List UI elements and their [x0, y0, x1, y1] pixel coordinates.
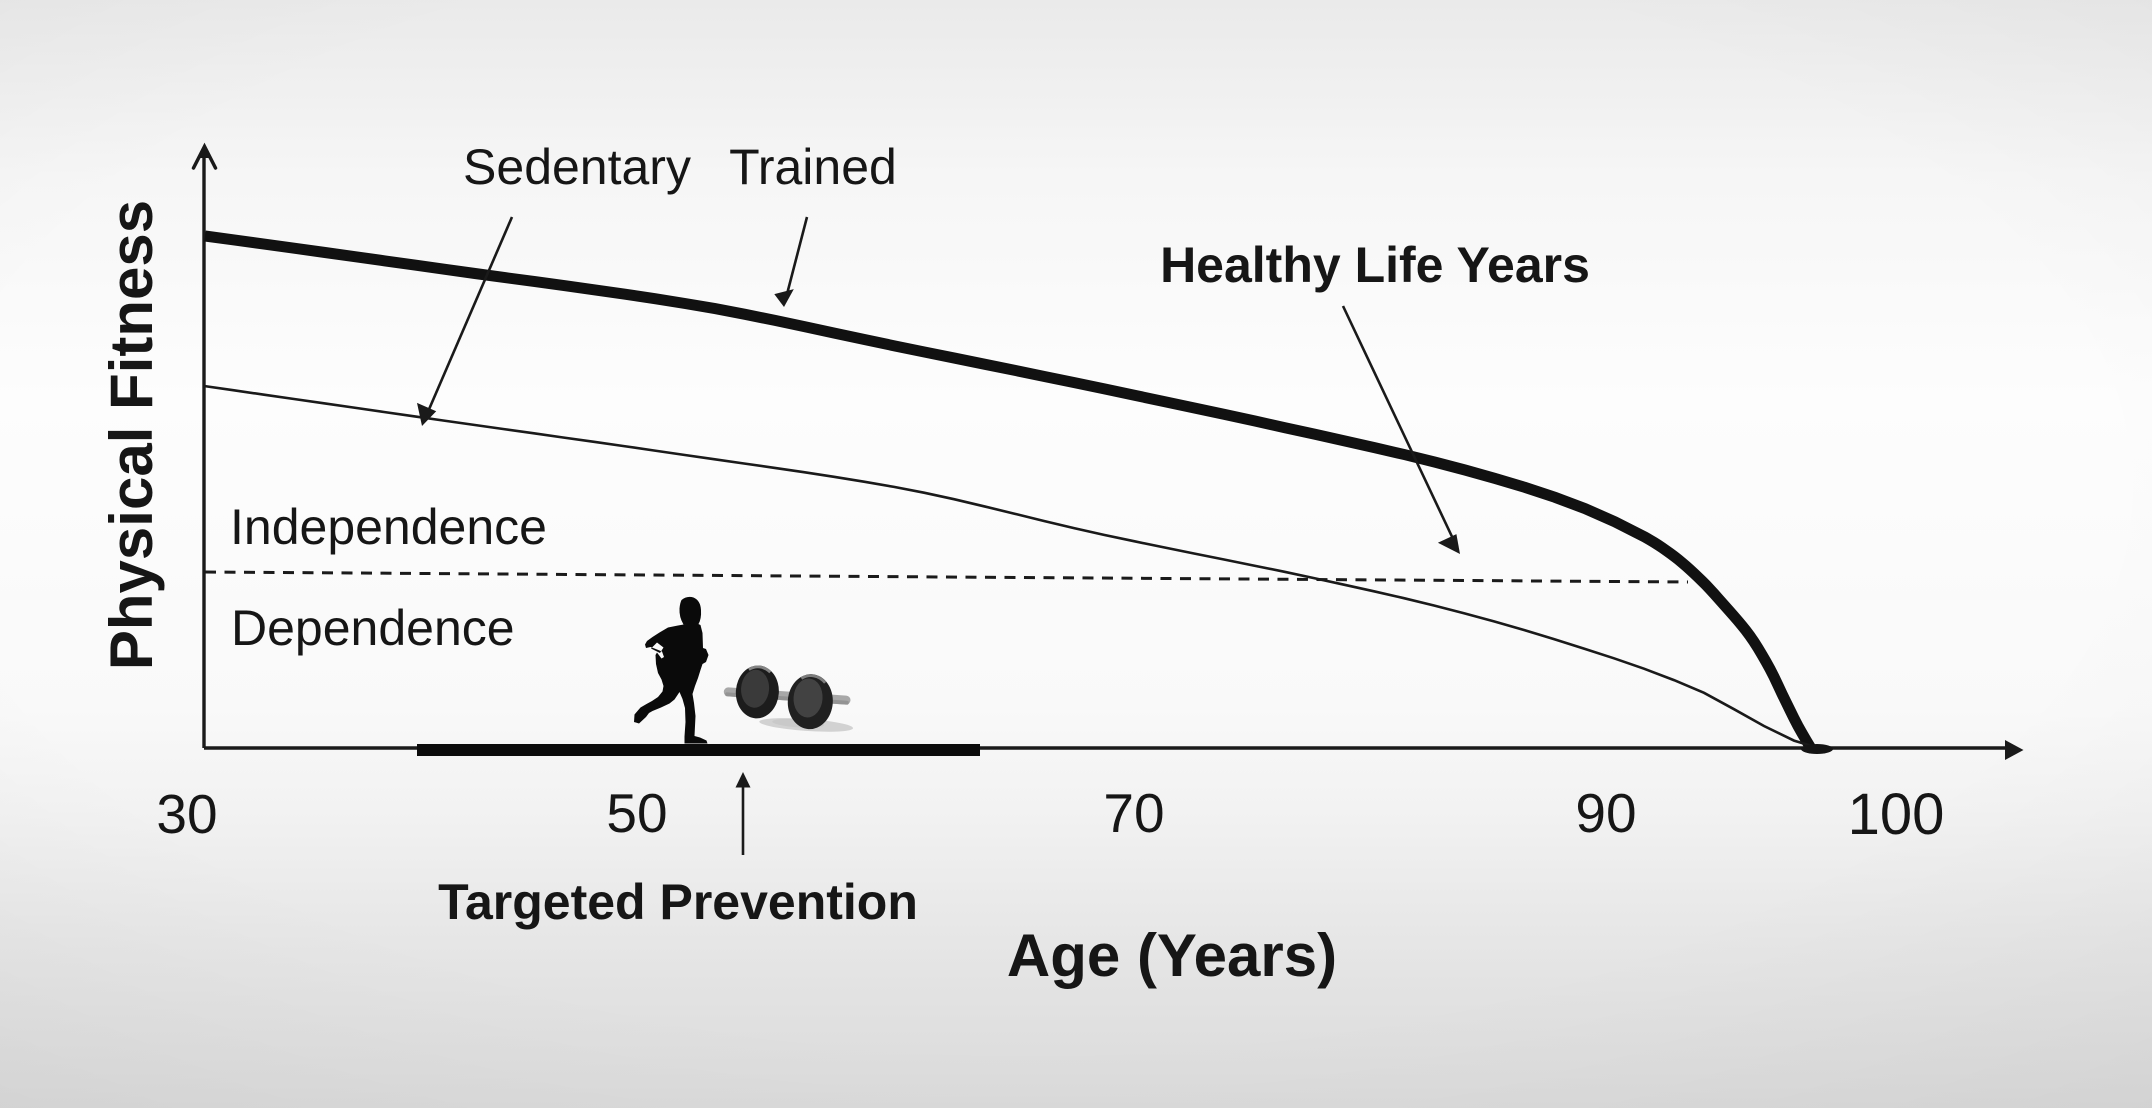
- svg-text:Targeted Prevention: Targeted Prevention: [438, 874, 918, 930]
- svg-text:Independence: Independence: [230, 499, 547, 555]
- svg-text:Trained: Trained: [729, 139, 897, 195]
- svg-text:Age (Years): Age (Years): [1007, 922, 1337, 989]
- svg-text:90: 90: [1575, 782, 1636, 844]
- svg-text:70: 70: [1103, 782, 1164, 844]
- svg-text:Physical Fitness: Physical Fitness: [98, 200, 165, 670]
- svg-text:50: 50: [606, 782, 667, 844]
- svg-text:30: 30: [156, 783, 217, 845]
- svg-text:100: 100: [1848, 782, 1945, 847]
- svg-text:Sedentary: Sedentary: [463, 139, 691, 195]
- svg-text:Dependence: Dependence: [231, 600, 515, 656]
- svg-text:Healthy Life Years: Healthy Life Years: [1160, 237, 1590, 293]
